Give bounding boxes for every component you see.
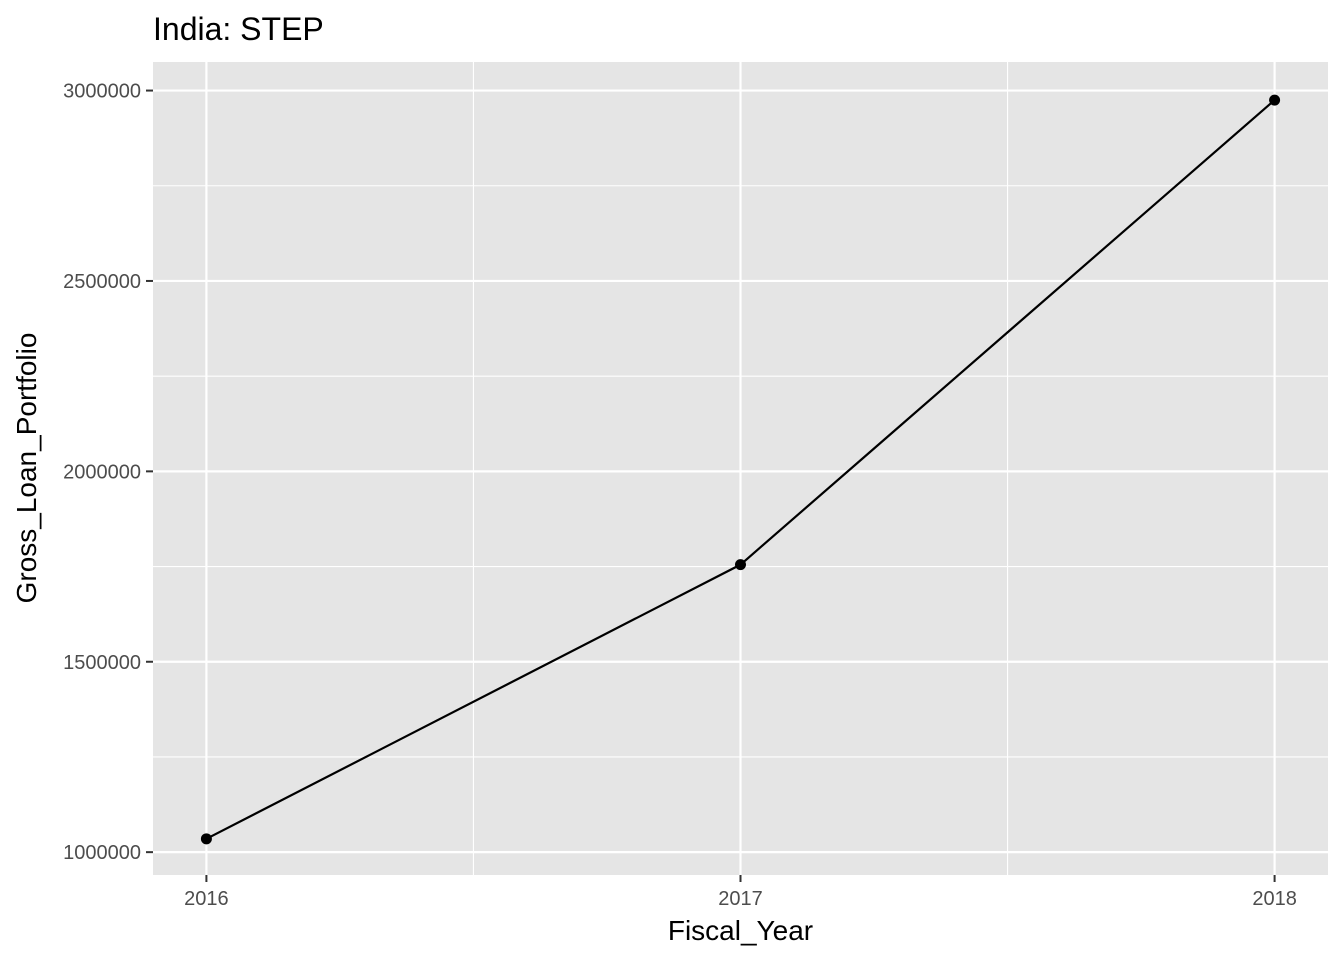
y-tick-label: 1500000 bbox=[63, 652, 141, 674]
y-axis-ticks: 1000000 1500000 2000000 2500000 3000000 bbox=[63, 81, 153, 864]
x-axis-ticks: 2016 2017 2018 bbox=[184, 875, 1297, 910]
series-layer bbox=[200, 94, 1281, 845]
data-point bbox=[1269, 94, 1281, 106]
y-axis-title: Gross_Loan_Portfolio bbox=[11, 333, 42, 604]
y-tick-label: 1000000 bbox=[63, 842, 141, 864]
chart-title: India: STEP bbox=[153, 11, 324, 47]
major-gridlines bbox=[153, 62, 1328, 875]
x-tick-label: 2018 bbox=[1252, 888, 1297, 910]
data-point bbox=[735, 559, 746, 571]
y-tick-label: 3000000 bbox=[63, 81, 141, 103]
y-tick-label: 2500000 bbox=[63, 271, 141, 293]
y-tick-label: 2000000 bbox=[63, 461, 141, 483]
data-point bbox=[200, 833, 212, 845]
x-axis-title: Fiscal_Year bbox=[668, 915, 813, 946]
x-tick-label: 2017 bbox=[718, 888, 763, 910]
x-tick-label: 2016 bbox=[184, 888, 229, 910]
